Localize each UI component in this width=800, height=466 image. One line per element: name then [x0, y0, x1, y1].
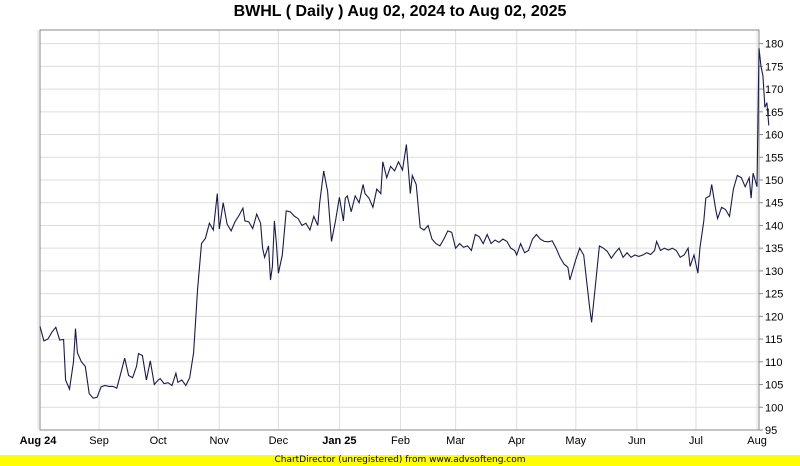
y-tick-label: 160	[765, 130, 783, 142]
x-tick-label: Sep	[89, 435, 109, 447]
x-tick-label: Nov	[209, 435, 229, 447]
y-tick-label: 115	[765, 334, 783, 346]
x-tick-label: Oct	[150, 435, 167, 447]
y-tick-label: 150	[765, 175, 783, 187]
y-tick-label: 170	[765, 84, 783, 96]
x-tick-label: Dec	[269, 435, 289, 447]
y-tick-label: 140	[765, 220, 783, 232]
x-tick-label: Aug 24	[20, 435, 58, 447]
y-tick-label: 105	[765, 380, 783, 392]
y-tick-label: 180	[765, 39, 783, 51]
y-tick-label: 130	[765, 266, 783, 278]
y-tick-label: 165	[765, 107, 783, 119]
x-tick-label: Apr	[508, 435, 525, 447]
y-tick-label: 175	[765, 61, 783, 73]
y-tick-label: 95	[765, 425, 777, 437]
x-tick-label: May	[565, 435, 586, 447]
price-line	[39, 48, 770, 399]
x-tick-label: Jun	[628, 435, 646, 447]
x-axis: Aug 24 Sep Oct Nov Dec Jan 25 Feb Mar Apr May Jun J…	[20, 435, 767, 447]
plot-border	[39, 29, 760, 431]
y-tick-label: 100	[765, 402, 783, 414]
x-tick-label: Feb	[391, 435, 410, 447]
y-axis: 95 100 105 110 115 120 125 130 135 140 145 150 155 16…	[759, 39, 783, 437]
y-tick-label: 125	[765, 289, 783, 301]
grid-lines	[37, 30, 759, 431]
x-tick-label: Jul	[689, 435, 703, 447]
x-tick-label: Mar	[446, 435, 465, 447]
y-tick-label: 135	[765, 243, 783, 255]
x-tick-label: Jan 25	[322, 435, 356, 447]
y-tick-label: 110	[765, 357, 783, 369]
plot-area	[40, 30, 759, 430]
y-tick-label: 120	[765, 311, 783, 323]
y-tick-label: 145	[765, 198, 783, 210]
footer-banner: ChartDirector (unregistered) from www.ad…	[0, 455, 800, 466]
x-tick-label: Aug	[747, 435, 767, 447]
y-tick-label: 155	[765, 152, 783, 164]
chart-title: BWHL ( Daily ) Aug 02, 2024 to Aug 02, 2…	[233, 3, 567, 20]
